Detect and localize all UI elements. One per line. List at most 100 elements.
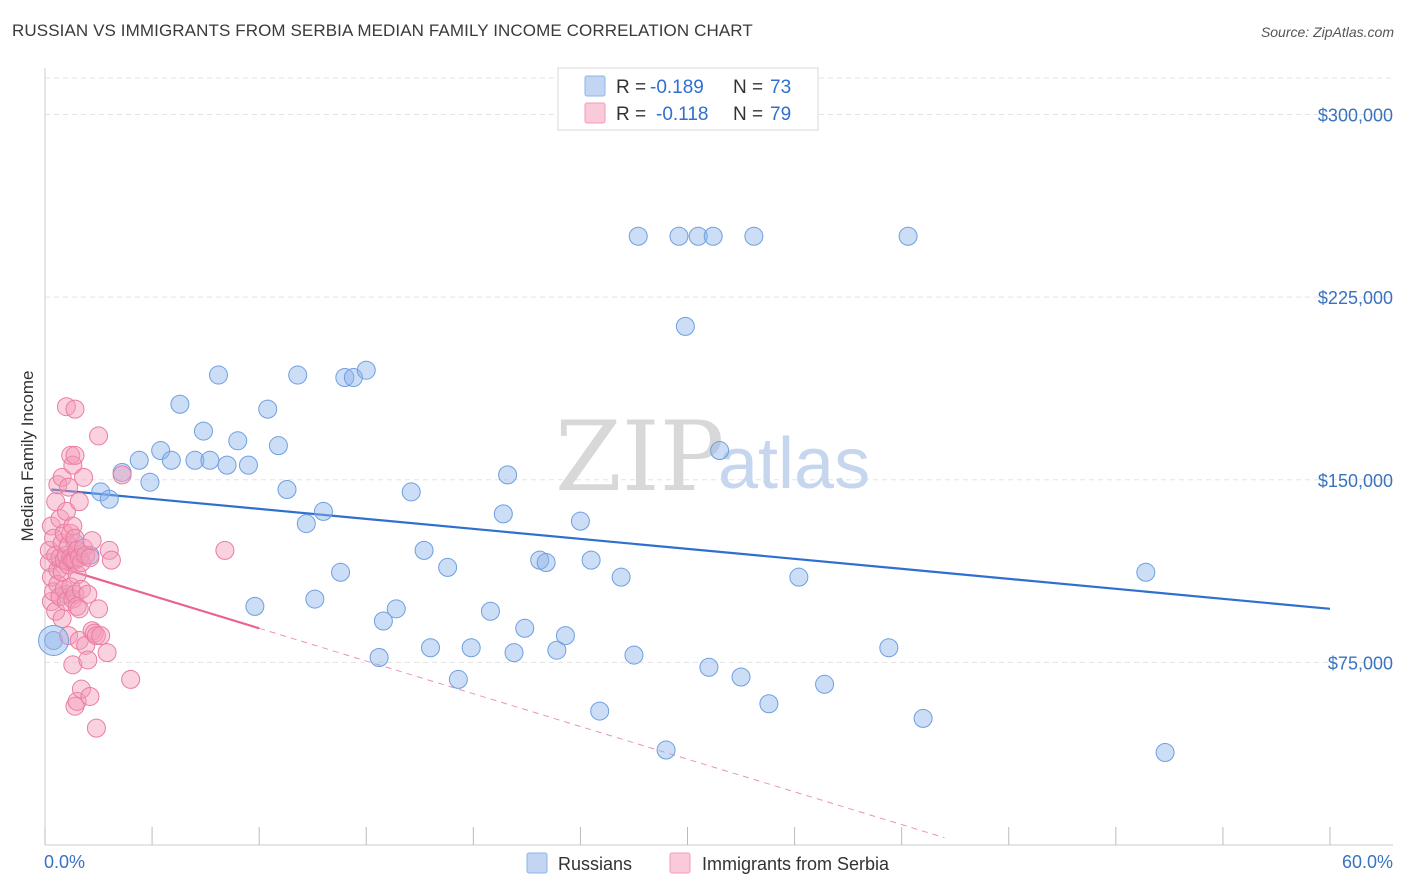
point-s1-76 — [112, 465, 132, 485]
axes — [44, 68, 1393, 846]
point-s0-32 — [369, 648, 389, 668]
point-s0-19 — [238, 455, 258, 475]
point-s1-61 — [78, 584, 98, 604]
point-s0-56 — [656, 740, 676, 760]
legend-r-label-2: R = — [616, 104, 646, 125]
point-s1-9 — [46, 601, 66, 621]
correlation-legend: R = -0.189 N = 73 R = -0.118 N = 79 — [557, 67, 819, 131]
point-s1-77 — [121, 669, 141, 689]
point-s0-12 — [170, 394, 190, 414]
point-s0-54 — [624, 645, 644, 665]
point-s0-49 — [555, 626, 575, 646]
point-s0-68 — [879, 638, 899, 658]
watermark-zip: ZIP — [555, 401, 724, 513]
x-tick-label-max: 60.0% — [1342, 852, 1393, 872]
point-s0-48 — [547, 640, 567, 660]
point-s0-37 — [421, 638, 440, 658]
point-s0-53 — [611, 567, 631, 587]
legend-n-label-1: N = — [733, 77, 763, 98]
point-s1-70 — [89, 426, 109, 446]
point-s0-59 — [688, 226, 708, 246]
point-s1-47 — [67, 565, 87, 585]
point-s0-6 — [99, 489, 119, 509]
point-s0-31 — [356, 360, 376, 380]
point-s1-69 — [86, 718, 106, 738]
point-s0-47 — [536, 553, 556, 573]
trend-line-0 — [51, 488, 1331, 610]
point-s0-0 — [44, 630, 64, 650]
point-s1-74 — [99, 540, 119, 560]
point-s0-13 — [185, 450, 205, 470]
point-large-russians — [38, 624, 70, 656]
y-tick-labels: $75,000 $150,000 $225,000 $300,000 — [1318, 106, 1393, 674]
series-1-points — [39, 397, 235, 738]
point-s0-55 — [628, 226, 648, 246]
point-s1-78 — [215, 540, 235, 560]
point-s1-19 — [52, 609, 72, 629]
point-s1-57 — [74, 467, 94, 487]
point-s0-57 — [669, 226, 689, 246]
point-s0-17 — [217, 455, 237, 475]
point-s0-60 — [699, 657, 719, 677]
point-s0-69 — [898, 226, 918, 246]
point-s0-45 — [515, 618, 535, 638]
point-s1-45 — [65, 696, 85, 716]
point-s0-22 — [268, 436, 288, 456]
point-s0-65 — [759, 694, 779, 714]
point-s0-70 — [913, 708, 933, 728]
point-s1-31 — [61, 445, 81, 465]
point-s0-20 — [245, 596, 265, 616]
point-s0-44 — [504, 643, 524, 663]
point-s0-33 — [373, 611, 393, 631]
point-s0-64 — [744, 226, 764, 246]
data-points — [38, 226, 1175, 762]
point-s0-52 — [590, 701, 610, 721]
point-s1-41 — [65, 445, 85, 465]
y-tick-label-2: $225,000 — [1318, 288, 1393, 308]
y-tick-label-3: $300,000 — [1318, 106, 1393, 126]
point-s0-15 — [200, 450, 220, 470]
point-s0-40 — [461, 638, 481, 658]
y-tick-label-0: $75,000 — [1328, 653, 1393, 673]
point-s0-11 — [161, 450, 181, 470]
trend-line-ext-1 — [259, 627, 945, 839]
legend-r-value-2: -0.118 — [656, 104, 708, 125]
point-s1-55 — [71, 579, 91, 599]
point-s1-36 — [63, 516, 83, 536]
point-s0-50 — [570, 511, 590, 531]
point-s0-36 — [414, 540, 434, 560]
point-s1-72 — [91, 626, 111, 646]
legend-label-serbia: Immigrants from Serbia — [702, 854, 890, 874]
legend-n-value-1: 73 — [770, 77, 791, 98]
point-s0-27 — [313, 501, 333, 521]
point-s1-30 — [59, 626, 79, 646]
point-s1-49 — [67, 691, 87, 711]
point-s0-14 — [193, 421, 213, 441]
point-s0-43 — [498, 465, 518, 485]
point-s1-63 — [80, 548, 100, 568]
point-s1-68 — [86, 626, 106, 646]
point-s0-23 — [277, 480, 297, 500]
point-s1-65 — [82, 531, 102, 551]
point-s0-66 — [789, 567, 809, 587]
point-s1-3 — [41, 567, 61, 587]
point-s1-75 — [101, 550, 121, 570]
point-s0-38 — [438, 557, 458, 577]
point-s0-35 — [401, 482, 421, 502]
point-s1-40 — [65, 399, 85, 419]
point-s0-8 — [129, 450, 149, 470]
point-s1-4 — [41, 592, 61, 612]
point-s0-72 — [1155, 742, 1175, 762]
point-s0-41 — [480, 601, 500, 621]
chart-title: RUSSIAN VS IMMIGRANTS FROM SERBIA MEDIAN… — [12, 21, 753, 40]
point-s0-9 — [140, 472, 160, 492]
legend-label-russians: Russians — [558, 854, 632, 874]
legend-n-label-2: N = — [733, 104, 763, 125]
gridlines — [45, 77, 1393, 663]
point-s0-67 — [815, 674, 835, 694]
legend-r-value-1: -0.189 — [650, 77, 704, 98]
point-s1-16 — [52, 467, 72, 487]
point-s0-28 — [331, 562, 351, 582]
point-s0-10 — [151, 441, 171, 461]
